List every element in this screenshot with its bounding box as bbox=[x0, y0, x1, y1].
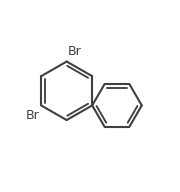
Text: Br: Br bbox=[68, 46, 82, 58]
Text: Br: Br bbox=[26, 108, 40, 122]
